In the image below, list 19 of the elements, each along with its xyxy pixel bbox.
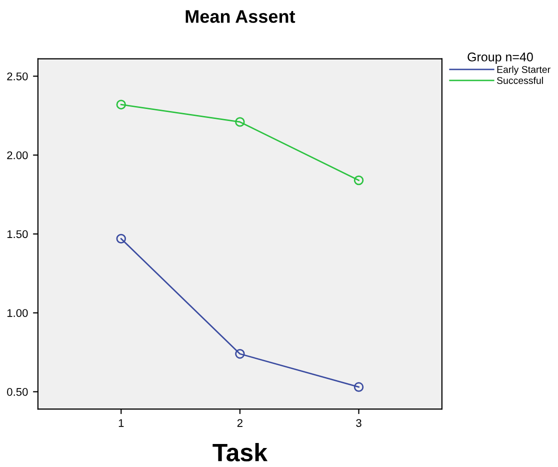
x-tick-label: 1 [118,419,124,427]
point [354,175,364,186]
chart-title: Mean Assent [186,10,296,23]
y-tick-label: 0.50 [7,388,28,396]
legend-title: Group n=40 [468,52,533,64]
legend-label: Successful [496,76,543,84]
point [235,117,245,127]
point [235,349,245,359]
x-tick-label: 2 [237,419,242,427]
y-tick-label: 1.50 [7,230,28,238]
y-tick-label: 2.50 [7,72,28,80]
legend-label: Early Starter [497,66,550,75]
point [354,382,364,392]
point [116,100,126,110]
y-tick-label: 1.00 [7,309,28,317]
y-tick-label: 2.00 [7,151,28,160]
point [116,234,126,244]
x-axis-title: Task [212,443,268,462]
x-tick-label: 3 [356,419,362,427]
